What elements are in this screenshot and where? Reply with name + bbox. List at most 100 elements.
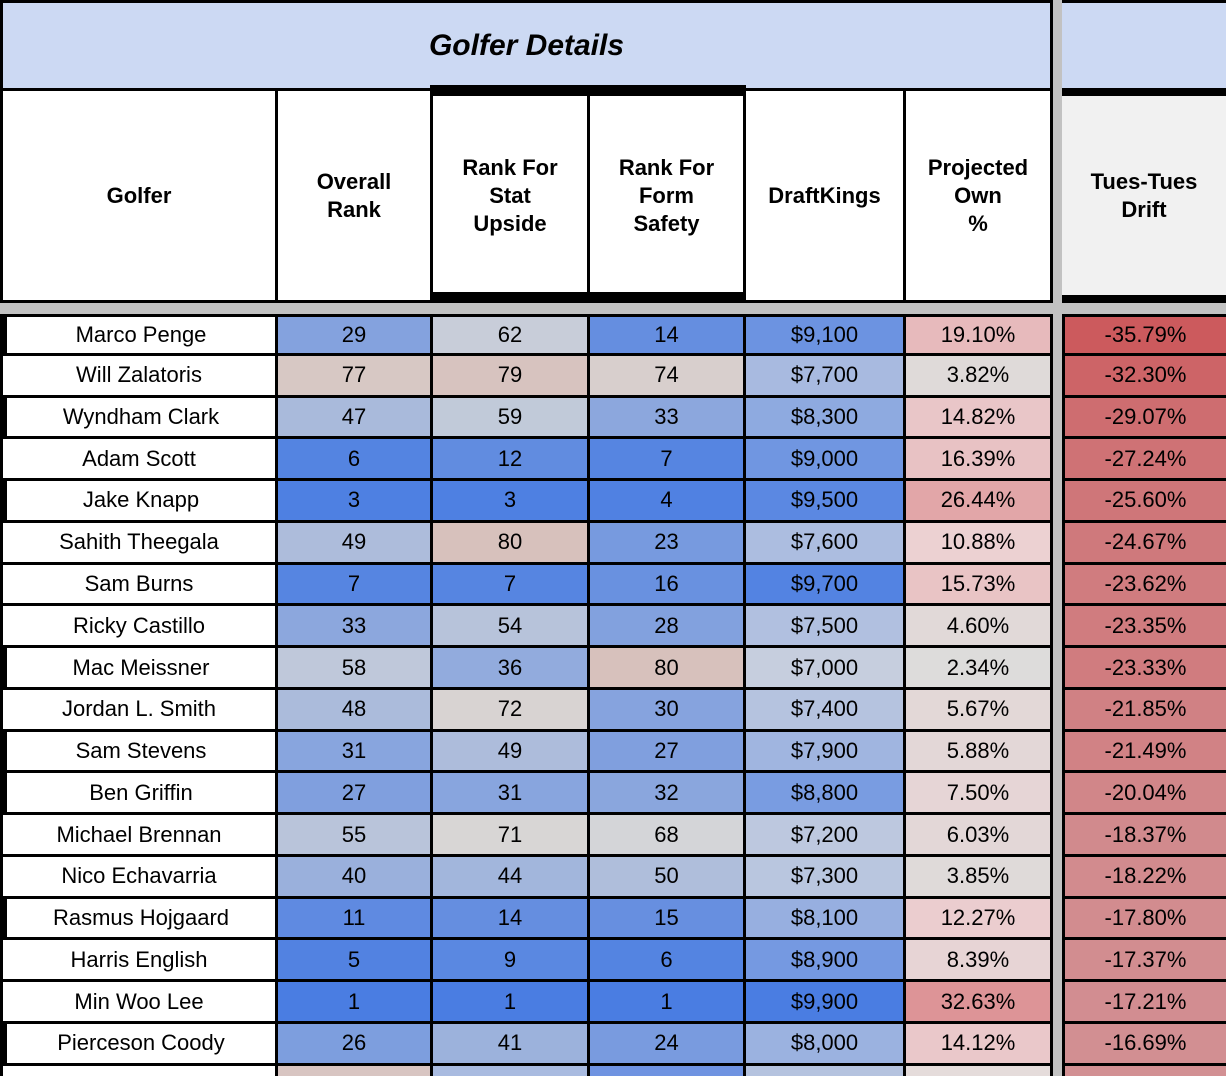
cell-projected-own-pct[interactable]: 12.27% <box>906 898 1053 941</box>
cell-form-safety-rank[interactable]: 23 <box>590 522 746 565</box>
cell-golfer-name[interactable]: Jake Knapp <box>0 481 278 523</box>
cell-stat-upside-rank[interactable]: 72 <box>433 689 590 732</box>
column-header-golfer[interactable]: Golfer <box>0 91 278 303</box>
cell-golfer-name[interactable]: Marco Penge <box>0 314 278 356</box>
cell-tues-tues-drift[interactable]: -21.85% <box>1062 689 1226 732</box>
cell-draftkings-salary[interactable]: $8,000 <box>746 1024 906 1066</box>
cell-golfer-name[interactable]: Sam Stevens <box>0 731 278 774</box>
cell-overall-rank[interactable]: 29 <box>278 314 433 356</box>
cell-golfer-name[interactable]: Michael Brennan <box>0 815 278 857</box>
cell-overall-rank[interactable]: 11 <box>278 898 433 941</box>
cell-form-safety-rank[interactable]: 27 <box>590 731 746 774</box>
column-header-stat-upside[interactable]: Rank For Stat Upside <box>433 91 590 303</box>
cell-tues-tues-drift[interactable]: -18.22% <box>1062 856 1226 899</box>
cell-overall-rank[interactable]: 49 <box>278 522 433 565</box>
cell-stat-upside-rank[interactable]: 3 <box>433 481 590 523</box>
cell-form-safety-rank[interactable]: 1 <box>590 982 746 1025</box>
cell-partial[interactable] <box>278 1065 433 1076</box>
cell-draftkings-salary[interactable]: $7,900 <box>746 731 906 774</box>
cell-tues-tues-drift[interactable]: -21.49% <box>1062 731 1226 774</box>
cell-golfer-name[interactable]: Ben Griffin <box>0 773 278 816</box>
cell-projected-own-pct[interactable]: 14.12% <box>906 1024 1053 1066</box>
cell-form-safety-rank[interactable]: 33 <box>590 397 746 440</box>
cell-form-safety-rank[interactable]: 4 <box>590 481 746 523</box>
cell-overall-rank[interactable]: 58 <box>278 648 433 690</box>
cell-stat-upside-rank[interactable]: 7 <box>433 564 590 607</box>
cell-stat-upside-rank[interactable]: 36 <box>433 648 590 690</box>
cell-stat-upside-rank[interactable]: 59 <box>433 397 590 440</box>
cell-partial[interactable] <box>906 1065 1053 1076</box>
cell-form-safety-rank[interactable]: 30 <box>590 689 746 732</box>
cell-form-safety-rank[interactable]: 80 <box>590 648 746 690</box>
cell-stat-upside-rank[interactable]: 49 <box>433 731 590 774</box>
column-header-projected-own[interactable]: Projected Own % <box>906 91 1053 303</box>
cell-partial[interactable] <box>746 1065 906 1076</box>
cell-stat-upside-rank[interactable]: 62 <box>433 314 590 356</box>
cell-draftkings-salary[interactable]: $7,600 <box>746 522 906 565</box>
cell-projected-own-pct[interactable]: 32.63% <box>906 982 1053 1025</box>
cell-stat-upside-rank[interactable]: 9 <box>433 940 590 983</box>
cell-overall-rank[interactable]: 5 <box>278 940 433 983</box>
cell-overall-rank[interactable]: 1 <box>278 982 433 1025</box>
cell-tues-tues-drift[interactable]: -25.60% <box>1062 481 1226 523</box>
cell-overall-rank[interactable]: 33 <box>278 606 433 649</box>
cell-overall-rank[interactable]: 40 <box>278 856 433 899</box>
cell-tues-tues-drift[interactable]: -27.24% <box>1062 439 1226 482</box>
cell-golfer-name[interactable]: Wyndham Clark <box>0 397 278 440</box>
cell-overall-rank[interactable]: 47 <box>278 397 433 440</box>
cell-tues-tues-drift[interactable]: -23.33% <box>1062 648 1226 690</box>
cell-stat-upside-rank[interactable]: 54 <box>433 606 590 649</box>
cell-golfer-name[interactable]: Pierceson Coody <box>0 1024 278 1066</box>
cell-stat-upside-rank[interactable]: 1 <box>433 982 590 1025</box>
cell-golfer-name[interactable]: Rasmus Hojgaard <box>0 898 278 941</box>
drift-title-band-cell[interactable] <box>1062 0 1226 96</box>
cell-overall-rank[interactable]: 6 <box>278 439 433 482</box>
cell-projected-own-pct[interactable]: 5.88% <box>906 731 1053 774</box>
column-header-overall-rank[interactable]: Overall Rank <box>278 91 433 303</box>
cell-draftkings-salary[interactable]: $8,900 <box>746 940 906 983</box>
cell-overall-rank[interactable]: 77 <box>278 355 433 398</box>
cell-stat-upside-rank[interactable]: 14 <box>433 898 590 941</box>
cell-golfer-name[interactable]: Min Woo Lee <box>0 982 278 1025</box>
cell-projected-own-pct[interactable]: 16.39% <box>906 439 1053 482</box>
cell-stat-upside-rank[interactable]: 44 <box>433 856 590 899</box>
cell-form-safety-rank[interactable]: 28 <box>590 606 746 649</box>
table-title-cell[interactable]: Golfer Details <box>0 0 1053 91</box>
cell-form-safety-rank[interactable]: 15 <box>590 898 746 941</box>
cell-partial[interactable] <box>590 1065 746 1076</box>
cell-projected-own-pct[interactable]: 26.44% <box>906 481 1053 523</box>
cell-draftkings-salary[interactable]: $9,100 <box>746 314 906 356</box>
cell-draftkings-salary[interactable]: $7,700 <box>746 355 906 398</box>
cell-form-safety-rank[interactable]: 7 <box>590 439 746 482</box>
cell-overall-rank[interactable]: 55 <box>278 815 433 857</box>
cell-golfer-name[interactable]: Mac Meissner <box>0 648 278 690</box>
cell-form-safety-rank[interactable]: 16 <box>590 564 746 607</box>
cell-form-safety-rank[interactable]: 74 <box>590 355 746 398</box>
cell-projected-own-pct[interactable]: 4.60% <box>906 606 1053 649</box>
cell-tues-tues-drift[interactable]: -17.21% <box>1062 982 1226 1025</box>
cell-draftkings-salary[interactable]: $7,400 <box>746 689 906 732</box>
cell-partial[interactable] <box>433 1065 590 1076</box>
cell-form-safety-rank[interactable]: 50 <box>590 856 746 899</box>
cell-golfer-name[interactable]: Sam Burns <box>0 564 278 607</box>
cell-projected-own-pct[interactable]: 7.50% <box>906 773 1053 816</box>
cell-tues-tues-drift[interactable]: -32.30% <box>1062 355 1226 398</box>
cell-tues-tues-drift[interactable]: -17.37% <box>1062 940 1226 983</box>
cell-overall-rank[interactable]: 3 <box>278 481 433 523</box>
cell-projected-own-pct[interactable]: 8.39% <box>906 940 1053 983</box>
cell-stat-upside-rank[interactable]: 71 <box>433 815 590 857</box>
cell-stat-upside-rank[interactable]: 41 <box>433 1024 590 1066</box>
cell-overall-rank[interactable]: 27 <box>278 773 433 816</box>
cell-draftkings-salary[interactable]: $7,200 <box>746 815 906 857</box>
cell-projected-own-pct[interactable]: 2.34% <box>906 648 1053 690</box>
cell-draftkings-salary[interactable]: $8,800 <box>746 773 906 816</box>
cell-form-safety-rank[interactable]: 32 <box>590 773 746 816</box>
cell-stat-upside-rank[interactable]: 31 <box>433 773 590 816</box>
column-header-drift[interactable]: Tues-Tues Drift <box>1062 96 1226 303</box>
cell-tues-tues-drift[interactable]: -17.80% <box>1062 898 1226 941</box>
cell-golfer-name[interactable]: Nico Echavarria <box>0 856 278 899</box>
cell-draftkings-salary[interactable]: $7,000 <box>746 648 906 690</box>
cell-partial[interactable] <box>1062 1065 1226 1076</box>
cell-draftkings-salary[interactable]: $7,300 <box>746 856 906 899</box>
cell-projected-own-pct[interactable]: 3.85% <box>906 856 1053 899</box>
